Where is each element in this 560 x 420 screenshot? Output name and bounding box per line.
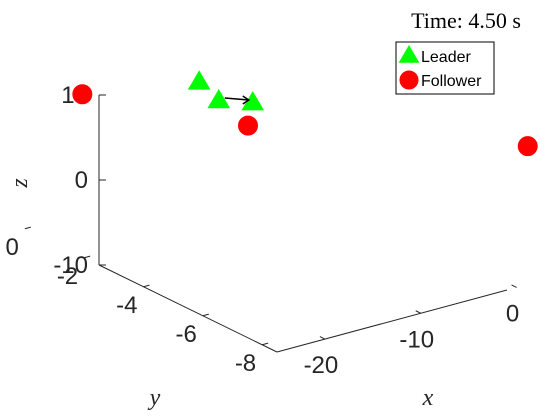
legend-leader-marker bbox=[398, 45, 420, 63]
y-tick-label: -6 bbox=[175, 321, 196, 348]
x-tick-mark bbox=[319, 336, 326, 340]
x-axis-label: x bbox=[422, 385, 434, 411]
axes bbox=[98, 95, 508, 353]
legend-follower-marker bbox=[399, 70, 419, 90]
z-tick-label: -10 bbox=[53, 252, 88, 279]
x-tick-mark bbox=[511, 284, 517, 288]
x-tick-mark bbox=[415, 310, 421, 314]
y-tick-label: -8 bbox=[235, 350, 256, 377]
y-tick-mark bbox=[24, 226, 31, 230]
tick-layer: 100-1020-2-4-6-8-20-10010 bbox=[5, 82, 519, 379]
legend: Leader Follower bbox=[395, 41, 495, 95]
follower-point bbox=[517, 136, 538, 157]
y-axis-label: y bbox=[148, 385, 161, 411]
x-axis-line bbox=[276, 289, 508, 353]
follower-point bbox=[72, 84, 93, 105]
legend-label: Follower bbox=[421, 73, 482, 90]
y-tick-mark bbox=[84, 255, 91, 259]
y-axis-line bbox=[98, 264, 278, 353]
follower-point bbox=[237, 115, 258, 136]
z-tick-label: 0 bbox=[75, 167, 88, 194]
x-tick-label: -20 bbox=[304, 352, 339, 379]
y-tick-mark bbox=[202, 313, 209, 317]
y-tick-mark bbox=[262, 342, 269, 346]
y-tick-label: -2 bbox=[57, 263, 78, 290]
y-tick-label: 0 bbox=[5, 234, 18, 261]
x-tick-label: -10 bbox=[399, 326, 434, 353]
z-axis-label: z bbox=[7, 178, 33, 189]
marks-layer bbox=[72, 70, 538, 157]
direction-arrow bbox=[224, 97, 249, 101]
leader-point bbox=[207, 88, 231, 109]
y-tick-mark bbox=[143, 284, 150, 288]
direction-arrow-head bbox=[242, 95, 251, 105]
leader-point bbox=[187, 70, 211, 90]
legend-label: Leader bbox=[421, 49, 471, 66]
time-annotation: Time: 4.50 s bbox=[411, 8, 521, 33]
leader-point bbox=[241, 91, 265, 111]
x-tick-label: 0 bbox=[506, 300, 519, 327]
y-tick-label: -4 bbox=[116, 292, 137, 319]
axis-label-layer: z y x bbox=[7, 178, 434, 411]
